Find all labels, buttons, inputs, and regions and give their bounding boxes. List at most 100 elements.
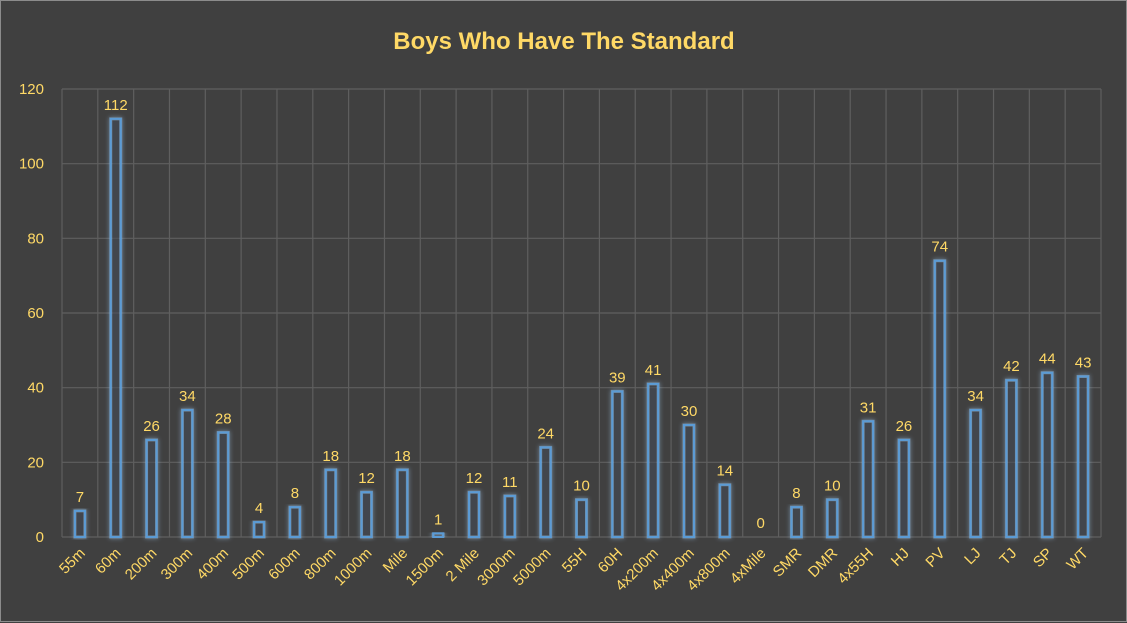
- x-tick-label: PV: [922, 545, 948, 571]
- x-tick-label: SP: [1030, 545, 1056, 571]
- bar-glow: [109, 117, 123, 539]
- bar: [253, 521, 266, 538]
- bar: [1041, 371, 1054, 538]
- bar: [73, 509, 86, 539]
- data-label: 18: [394, 448, 411, 465]
- x-tick-label: 600m: [265, 545, 304, 584]
- data-label: 43: [1075, 354, 1092, 371]
- bar: [468, 491, 481, 539]
- x-tick-label: 300m: [158, 545, 197, 584]
- x-tick-label: 400m: [193, 545, 232, 584]
- bar-glow: [682, 423, 696, 539]
- data-label: 26: [143, 418, 160, 435]
- bar: [969, 409, 982, 539]
- bar-glow: [861, 419, 875, 539]
- bar: [145, 438, 158, 538]
- bar: [575, 498, 588, 538]
- bar: [539, 446, 552, 538]
- bar-glow: [216, 430, 230, 539]
- x-tick-label: TJ: [996, 545, 1020, 569]
- x-tick-label: 1000m: [331, 545, 375, 589]
- y-tick-label: 0: [36, 529, 44, 546]
- y-tick-label: 40: [27, 380, 44, 397]
- x-tick-label: Mile: [380, 545, 411, 576]
- bar: [360, 491, 373, 539]
- x-tick-label: 60m: [92, 545, 125, 578]
- bar: [217, 431, 230, 539]
- x-tick-label: 3000m: [474, 545, 518, 589]
- bar: [1005, 379, 1018, 539]
- bar: [862, 420, 875, 538]
- bar-glow: [180, 408, 194, 539]
- x-tick-label: 4xMile: [727, 545, 770, 588]
- data-label: 8: [792, 485, 800, 502]
- x-tick-label: 55H: [559, 545, 590, 576]
- data-label: 7: [76, 489, 84, 506]
- data-label: 10: [573, 478, 590, 495]
- bar: [933, 259, 946, 538]
- y-tick-label: 60: [27, 305, 44, 322]
- bar: [1077, 375, 1090, 539]
- bar: [897, 438, 910, 538]
- bar-glow: [789, 505, 803, 539]
- x-tick-label: 55m: [56, 545, 89, 578]
- data-label: 12: [358, 470, 375, 487]
- data-label: 8: [291, 485, 299, 502]
- bar-glow: [575, 498, 588, 539]
- data-label: 24: [537, 425, 554, 442]
- bar-glow: [1004, 378, 1018, 539]
- x-tick-label: 4x55H: [834, 545, 877, 588]
- bar-glow: [324, 468, 338, 539]
- bar-glow: [825, 498, 839, 539]
- bar: [432, 532, 445, 538]
- data-label: 10: [824, 478, 841, 495]
- bar-glow: [1040, 371, 1054, 539]
- y-tick-label: 20: [27, 454, 44, 471]
- y-axis-ticks: 0 20 40 60 80 100 120: [19, 81, 44, 546]
- data-label: 112: [104, 97, 128, 114]
- bar-glow: [395, 468, 409, 539]
- bar-glow: [646, 382, 660, 539]
- bar: [611, 390, 624, 538]
- gridlines: [61, 88, 1102, 538]
- data-label: 30: [681, 403, 698, 420]
- bar-glow: [969, 408, 983, 539]
- bar: [396, 468, 409, 538]
- data-label: 34: [967, 388, 984, 405]
- data-label: 34: [179, 388, 196, 405]
- data-label: 14: [716, 463, 733, 480]
- x-tick-label: 500m: [229, 545, 268, 584]
- data-label: 42: [1003, 358, 1020, 375]
- bar: [718, 483, 731, 539]
- bar-glow: [467, 490, 481, 539]
- data-label: 4: [255, 500, 263, 517]
- data-label: 39: [609, 369, 626, 386]
- bar-glow: [360, 490, 374, 539]
- data-label: 12: [466, 470, 483, 487]
- x-tick-label: LJ: [961, 545, 984, 568]
- data-label: 26: [896, 418, 913, 435]
- x-tick-label: 200m: [122, 545, 161, 584]
- data-label: 31: [860, 399, 877, 416]
- data-label: 11: [502, 474, 518, 491]
- bar-glow: [718, 483, 732, 539]
- data-label: 74: [931, 239, 948, 256]
- bar-glow: [145, 438, 159, 539]
- bar: [288, 506, 301, 538]
- bar-glow: [933, 259, 947, 539]
- bar-glow: [1076, 374, 1090, 539]
- data-label: 44: [1039, 351, 1056, 368]
- bar: [826, 498, 839, 538]
- bar: [181, 409, 194, 539]
- y-tick-label: 120: [19, 81, 44, 98]
- x-tick-label: WT: [1063, 545, 1092, 574]
- y-tick-label: 80: [27, 230, 44, 247]
- y-tick-label: 100: [19, 156, 44, 173]
- bar: [503, 494, 516, 538]
- bar-glow: [73, 509, 87, 539]
- data-label: 1: [434, 511, 442, 528]
